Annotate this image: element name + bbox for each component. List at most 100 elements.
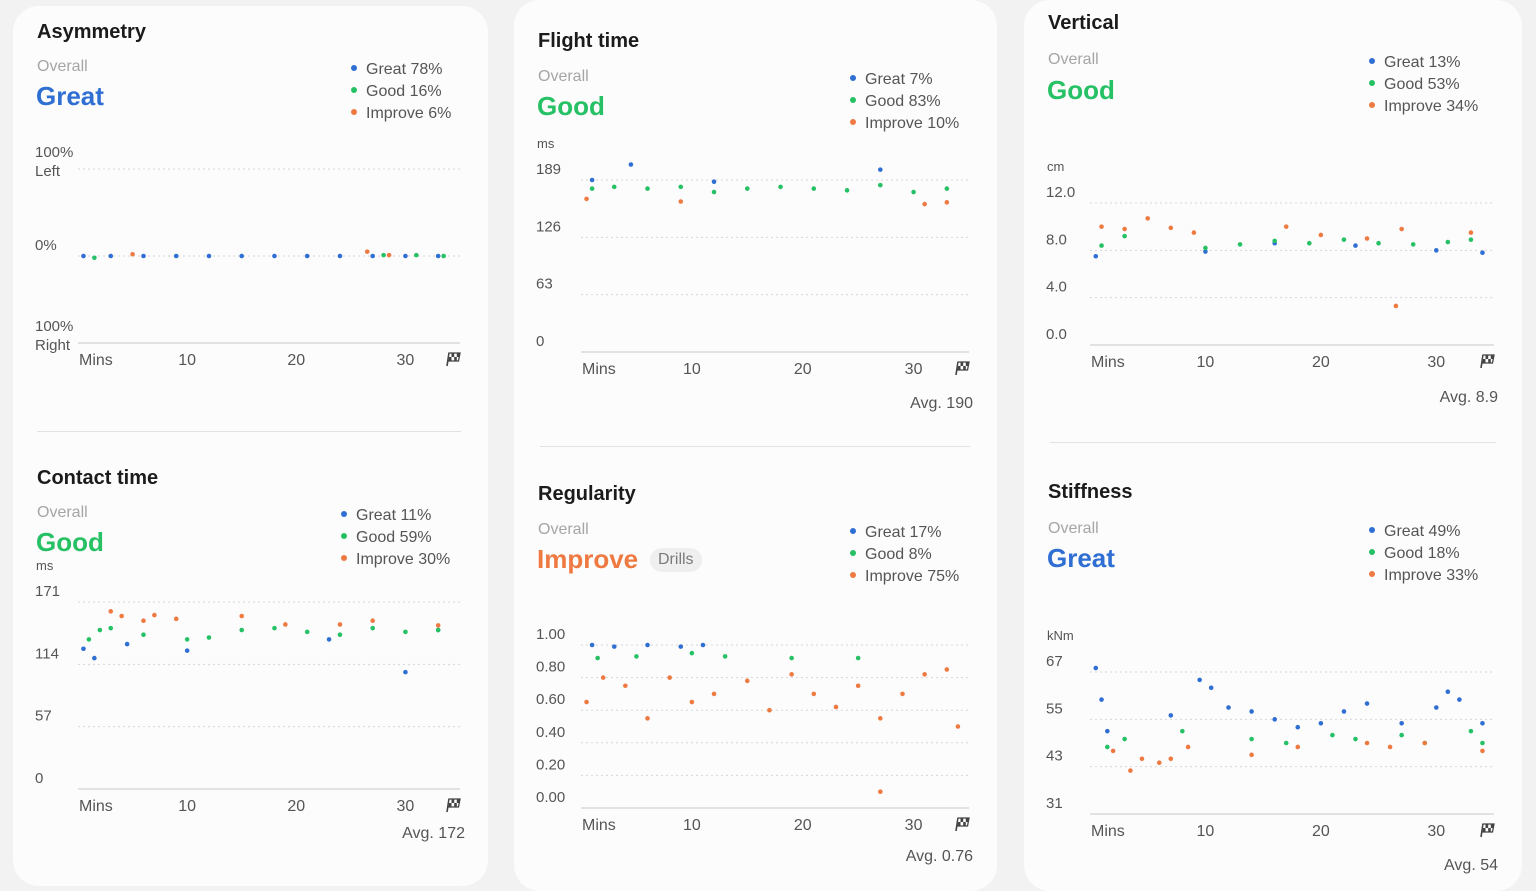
x-tick-label: 20: [794, 361, 812, 378]
data-point-great: [184, 648, 190, 653]
x-tick-label: 10: [1197, 823, 1215, 840]
data-point-good: [778, 184, 783, 190]
data-point-great: [81, 646, 86, 652]
data-point-good: [141, 632, 146, 638]
data-point-improve: [767, 707, 772, 713]
data-point-great: [326, 637, 332, 642]
x-tick-label: 30: [1427, 823, 1445, 840]
data-point-great: [1208, 685, 1214, 691]
data-point-improve: [600, 675, 606, 680]
x-tick-label: 20: [287, 798, 305, 815]
y-tick-label: 67: [1046, 653, 1063, 670]
data-point-great: [1341, 709, 1347, 714]
data-point-good: [337, 632, 343, 638]
legend-improve: Improve 10%: [850, 113, 959, 135]
improve-dot-icon: [351, 108, 357, 115]
legend-improve: Improve 30%: [341, 549, 450, 571]
data-point-improve: [922, 672, 927, 677]
y-tick-label: 0.60: [536, 691, 565, 708]
data-point-improve: [944, 200, 950, 205]
data-point-great: [611, 644, 617, 649]
data-point-great: [1445, 689, 1451, 695]
legend-great: Great 17%: [850, 522, 959, 544]
y-tick-label: 0.20: [536, 756, 565, 773]
y-tick-label: 0: [536, 333, 544, 350]
data-point-improve: [1283, 224, 1289, 229]
data-point-good: [1203, 245, 1208, 251]
data-point-great: [1480, 720, 1485, 726]
data-point-improve: [1191, 230, 1197, 235]
data-point-improve: [1387, 744, 1393, 750]
data-point-great: [628, 162, 634, 167]
divider: [37, 431, 461, 432]
data-point-great: [1203, 249, 1208, 254]
data-point-good: [239, 627, 245, 633]
data-point-improve: [667, 675, 672, 680]
asymmetry-legend: Great 78% Good 16% Improve 6%: [351, 59, 451, 125]
good-dot-icon: [1369, 79, 1375, 86]
data-point-great: [304, 253, 310, 259]
improve-dot-icon: [1369, 101, 1375, 108]
data-point-improve: [119, 613, 124, 619]
data-point-good: [206, 635, 212, 640]
regularity-title: Regularity: [538, 483, 636, 505]
regularity-overall-label: Overall: [538, 521, 589, 538]
vertical-title: Vertical: [1048, 12, 1120, 34]
data-point-great: [1433, 705, 1439, 710]
data-point-good: [844, 188, 850, 193]
data-point-great: [678, 644, 684, 649]
data-point-improve: [689, 699, 695, 705]
contact-legend: Great 11% Good 59% Improve 30%: [341, 505, 450, 571]
card-column-2: Flight time Overall Good Great 7% Good 8…: [514, 0, 997, 891]
y-tick-label: 4.0: [1046, 279, 1067, 296]
asymmetry-rating: Great: [36, 81, 104, 111]
improve-dot-icon: [1369, 570, 1375, 577]
x-tick-label: 30: [905, 817, 923, 834]
legend-good: Good 59%: [341, 527, 450, 549]
data-point-improve: [878, 716, 883, 721]
y-tick-label: 43: [1046, 748, 1063, 765]
data-point-improve: [1364, 236, 1370, 241]
legend-good: Good 53%: [1369, 74, 1478, 96]
data-point-good: [1468, 237, 1474, 242]
contact-chart: ms 171 114 57 0 Mins 10 20 30: [35, 558, 461, 815]
stiffness-rating: Great: [1047, 543, 1115, 573]
y-axis-unit-label: ms: [36, 558, 54, 573]
flight-title: Flight time: [538, 30, 640, 52]
divider: [1050, 442, 1496, 443]
data-point-great: [206, 253, 212, 259]
data-point-good: [1272, 238, 1277, 244]
data-point-improve: [1099, 224, 1104, 229]
data-point-great: [589, 177, 595, 183]
data-point-improve: [1422, 740, 1428, 746]
data-point-improve: [944, 667, 950, 672]
legend-good: Good 83%: [850, 91, 959, 113]
data-point-good: [595, 655, 600, 661]
data-point-improve: [1399, 226, 1404, 232]
data-point-improve: [789, 672, 794, 677]
legend-improve: Improve 33%: [1369, 565, 1478, 587]
x-tick-label: 20: [1312, 354, 1330, 371]
y-tick-label: 0.0: [1046, 326, 1067, 343]
contact-avg: Avg. 172: [402, 825, 465, 842]
data-point-good: [744, 186, 750, 191]
flight-legend: Great 7% Good 83% Improve 10%: [850, 69, 959, 135]
asymmetry-overall-label: Overall: [37, 58, 88, 75]
data-point-great: [1197, 677, 1202, 683]
data-point-great: [1353, 243, 1358, 248]
checkered-flag-icon: [446, 352, 461, 367]
data-point-improve: [239, 613, 245, 619]
great-dot-icon: [850, 527, 856, 534]
data-point-improve: [1145, 216, 1151, 221]
data-point-great: [108, 253, 114, 259]
data-point-good: [1180, 728, 1185, 734]
data-point-great: [878, 167, 883, 172]
drills-badge[interactable]: Drills: [650, 548, 702, 572]
legend-good: Good 16%: [351, 81, 451, 103]
data-point-improve: [364, 249, 370, 254]
y-tick-label: 57: [35, 708, 52, 725]
data-point-good: [304, 629, 310, 635]
flight-overall-label: Overall: [538, 68, 589, 85]
regularity-rating: Improve: [537, 544, 639, 574]
vertical-rating: Good: [1047, 75, 1115, 105]
